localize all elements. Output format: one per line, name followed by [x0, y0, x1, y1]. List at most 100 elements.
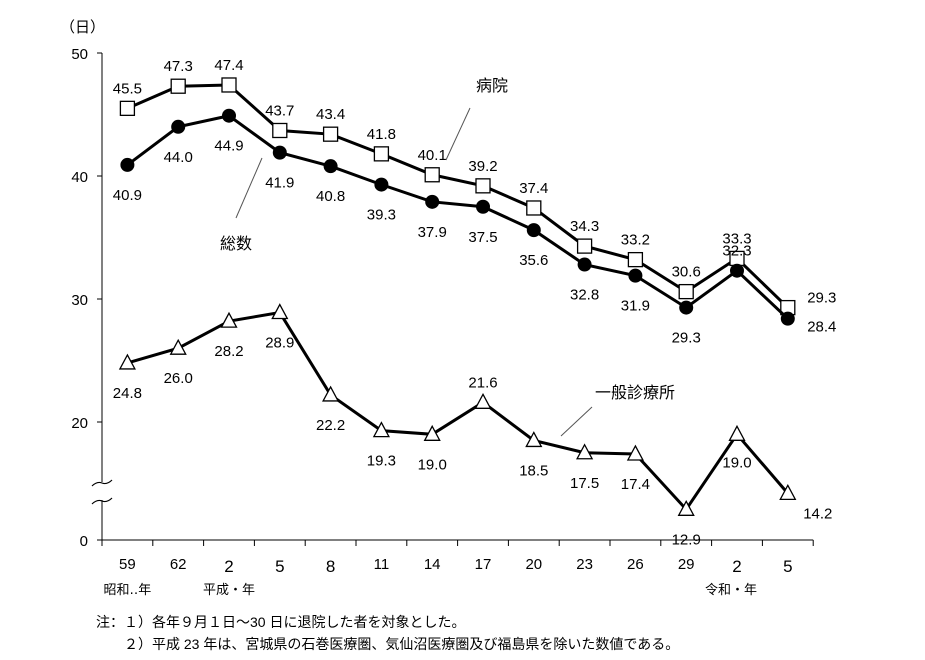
- note-2: ２）平成 23 年は、宮城県の石巻医療圏、気仙沼医療圏及び福島県を除いた数値であ…: [96, 636, 680, 652]
- series-label-total: 総数: [220, 235, 252, 253]
- data-label: 28.9: [265, 335, 294, 352]
- hospital-marker: [322, 126, 339, 142]
- data-label: 17.4: [621, 476, 650, 493]
- clinic-marker: [322, 385, 340, 402]
- total-marker: [272, 145, 287, 160]
- data-label: 29.3: [807, 290, 836, 307]
- axis-break-mark: [91, 479, 113, 505]
- data-label: 30.6: [672, 264, 701, 281]
- total-marker: [171, 119, 186, 134]
- y-tick-label: 0: [80, 533, 88, 550]
- data-label: 28.4: [807, 319, 836, 336]
- clinic-marker: [626, 444, 644, 461]
- clinic-marker: [423, 424, 441, 441]
- total-marker: [526, 223, 541, 238]
- era-label: 昭和‥年: [104, 582, 152, 597]
- y-tick-label: 50: [71, 46, 88, 63]
- x-tick-label: 5: [275, 557, 284, 576]
- hospital-marker: [272, 122, 288, 139]
- clinic-marker: [728, 424, 746, 441]
- total-marker: [679, 300, 694, 315]
- hospital-marker: [373, 146, 390, 162]
- series-line-1: [126, 114, 789, 320]
- total-marker: [628, 268, 643, 283]
- hospital-marker: [170, 78, 186, 94]
- data-label: 18.5: [519, 462, 548, 479]
- data-label: 44.0: [164, 149, 193, 166]
- series-line-0: [126, 83, 789, 309]
- total-marker: [730, 263, 744, 278]
- data-label: 40.8: [316, 188, 345, 205]
- y-axis-unit-label: （日）: [60, 19, 105, 36]
- x-tick-label: 23: [576, 556, 593, 573]
- hospital-marker: [221, 77, 237, 93]
- total-marker: [476, 199, 490, 214]
- clinic-marker: [677, 499, 695, 516]
- total-marker: [120, 157, 135, 172]
- clinic-marker: [220, 311, 238, 328]
- data-label: 28.2: [214, 343, 243, 360]
- data-label: 40.1: [418, 147, 447, 164]
- data-label: 45.5: [113, 80, 142, 97]
- hospital-marker: [119, 100, 136, 116]
- data-label: 22.2: [316, 417, 345, 434]
- data-label: 31.9: [621, 298, 650, 315]
- x-tick-label: 2: [224, 557, 233, 576]
- data-label: 26.0: [164, 370, 193, 387]
- clinic-marker: [525, 431, 543, 448]
- data-label: 41.8: [367, 126, 396, 143]
- data-label: 24.8: [113, 385, 142, 402]
- chart: （日） 0 20 30 40 50 59 62 2 5 8 11 14 17 20 23 26 29 2 5 昭和‥年 平…: [60, 19, 836, 597]
- data-label: 19.0: [418, 456, 447, 473]
- era-label: 令和・年: [705, 582, 757, 597]
- data-label: 33.3: [722, 230, 751, 247]
- data-label: 33.2: [621, 232, 650, 249]
- hospital-marker: [576, 238, 593, 254]
- data-label: 43.4: [316, 106, 345, 123]
- hospital-marker: [424, 167, 440, 183]
- data-label: 39.3: [367, 207, 396, 224]
- hospital-marker: [627, 251, 644, 268]
- data-label: 14.2: [803, 505, 832, 522]
- y-tick-label: 40: [71, 169, 88, 186]
- data-label: 43.7: [265, 102, 294, 119]
- series-line-2: [126, 310, 789, 512]
- clinic-marker: [474, 392, 492, 409]
- note-1: 注：１）各年９月１日～30 日に退院した者を対象とした。: [96, 614, 466, 630]
- data-label: 29.3: [672, 330, 701, 347]
- series-label-clinic: 一般診療所: [595, 384, 675, 402]
- data-label: 19.0: [722, 454, 751, 471]
- total-marker: [374, 177, 389, 192]
- total-marker: [780, 311, 795, 326]
- y-tick-label: 20: [71, 415, 88, 432]
- data-label: 44.9: [214, 138, 243, 155]
- hospital-leader-line: [445, 107, 471, 161]
- total-marker: [222, 108, 236, 123]
- data-label: 21.6: [468, 374, 497, 391]
- data-label: 41.9: [265, 175, 294, 192]
- clinic-marker: [169, 338, 187, 355]
- x-tick-label: 5: [783, 557, 792, 576]
- hospital-marker: [475, 178, 491, 194]
- data-label: 37.9: [418, 224, 447, 241]
- data-label: 12.9: [672, 531, 701, 548]
- x-tick-label: 59: [119, 556, 136, 573]
- x-tick-label: 14: [424, 556, 441, 573]
- data-label: 17.5: [570, 475, 599, 492]
- total-leader-line: [235, 157, 263, 219]
- data-label: 37.5: [468, 229, 497, 246]
- clinic-leader-line: [560, 406, 593, 437]
- y-tick-label: 30: [71, 292, 88, 309]
- x-tick-label: 20: [525, 556, 542, 573]
- clinic-marker: [576, 443, 594, 460]
- data-label: 19.3: [367, 453, 396, 470]
- hospital-marker: [526, 200, 542, 216]
- x-tick-label: 26: [627, 556, 644, 573]
- x-tick-label: 17: [475, 556, 492, 573]
- series-label-hospital: 病院: [476, 77, 508, 95]
- x-tick-label: 11: [374, 556, 390, 573]
- clinic-marker: [271, 303, 289, 320]
- total-marker: [425, 194, 440, 209]
- data-label: 47.3: [164, 58, 193, 75]
- total-marker: [577, 257, 592, 272]
